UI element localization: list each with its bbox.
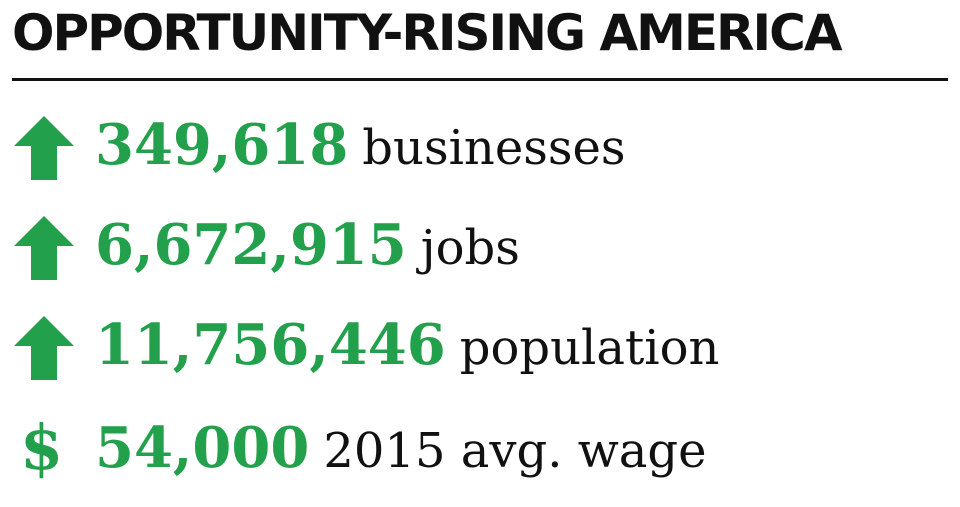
arrow-shape <box>14 116 74 180</box>
up-arrow-icon <box>14 216 74 280</box>
title-rule <box>12 78 948 81</box>
stat-row: 11,756,446 population <box>0 300 960 390</box>
stat-value: 349,618 <box>95 112 349 178</box>
up-arrow-icon <box>14 316 74 380</box>
stat-row: 6,672,915 jobs <box>0 200 960 290</box>
arrow-shape <box>14 316 74 380</box>
stat-label: population <box>459 320 720 376</box>
stat-label: businesses <box>362 120 626 176</box>
up-arrow-icon <box>14 116 74 180</box>
dollar-symbol: $ <box>20 411 64 484</box>
title: OPPORTUNITY-RISING AMERICA <box>12 4 843 62</box>
stat-text: 6,672,915 jobs <box>95 200 520 304</box>
stat-value: 54,000 <box>95 415 310 481</box>
stat-row: 349,618 businesses <box>0 100 960 190</box>
stat-value: 6,672,915 <box>95 212 407 278</box>
stat-text: 54,000 2015 avg. wage <box>95 403 707 507</box>
stat-value: 11,756,446 <box>95 312 446 378</box>
stat-label: jobs <box>420 220 520 276</box>
stat-text: 349,618 businesses <box>95 100 626 204</box>
stat-row: $54,000 2015 avg. wage <box>0 403 960 493</box>
arrow-shape <box>14 216 74 280</box>
stat-text: 11,756,446 population <box>95 300 719 404</box>
stat-label: 2015 avg. wage <box>323 423 707 479</box>
